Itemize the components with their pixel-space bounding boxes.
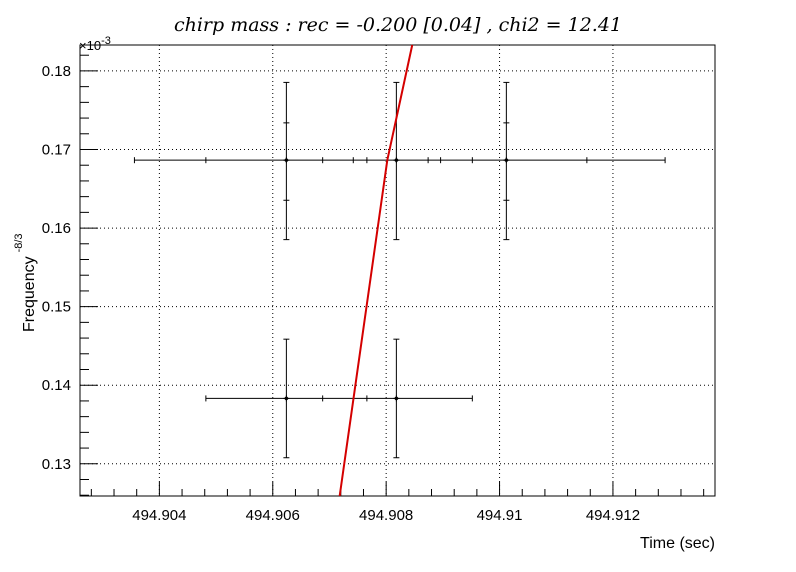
y-tick-label: 0.14: [42, 377, 71, 394]
data-point: [205, 338, 324, 459]
fit-line: [338, 44, 414, 497]
point-marker: [394, 396, 399, 401]
y-axis-label-group: Frequency -8/3: [13, 233, 38, 332]
x-tick-label: 494.904: [132, 507, 186, 524]
plot-frame: [79, 44, 716, 497]
data-point: [133, 81, 354, 241]
plot-frame-rect: [79, 44, 716, 497]
point-marker: [394, 158, 399, 162]
x-tick-label: 494.906: [246, 507, 300, 524]
point-marker: [284, 158, 289, 162]
axis-ticks: 494.904 494.906 494.908 494.91 494.912 0.13 0.…: [42, 54, 705, 524]
data-point: [503, 81, 666, 241]
data-point: [366, 81, 473, 241]
chart-title: chirp mass : rec = -0.200 [0.04] , chi2 …: [174, 14, 622, 36]
y-tick-label: 0.16: [42, 220, 71, 237]
y-tick-label: 0.18: [42, 63, 71, 80]
y-tick-label: 0.17: [42, 142, 71, 159]
y-tick-label: 0.15: [42, 299, 71, 316]
x-tick-label: 494.908: [359, 507, 413, 524]
data-point: [366, 338, 473, 459]
axis-labels: Time (sec) Frequency -8/3 ×10-3: [13, 35, 715, 552]
point-marker: [284, 396, 289, 401]
y-axis-label-superscript: -8/3: [13, 233, 25, 252]
fit-line-path: [338, 44, 414, 497]
y-multiplier-exponent: -3: [101, 35, 111, 47]
x-tick-label: 494.91: [477, 507, 523, 524]
y-axis-label: Frequency -8/3: [13, 233, 38, 332]
point-marker: [504, 158, 509, 162]
y-axis-label-text: Frequency: [21, 256, 38, 332]
y-multiplier-base: ×10: [79, 38, 101, 53]
x-tick-label: 494.912: [586, 507, 640, 524]
y-multiplier: ×10-3: [79, 35, 111, 53]
y-tick-label: 0.13: [42, 456, 71, 473]
x-axis-label: Time (sec): [640, 535, 715, 552]
data-points: [133, 81, 666, 459]
